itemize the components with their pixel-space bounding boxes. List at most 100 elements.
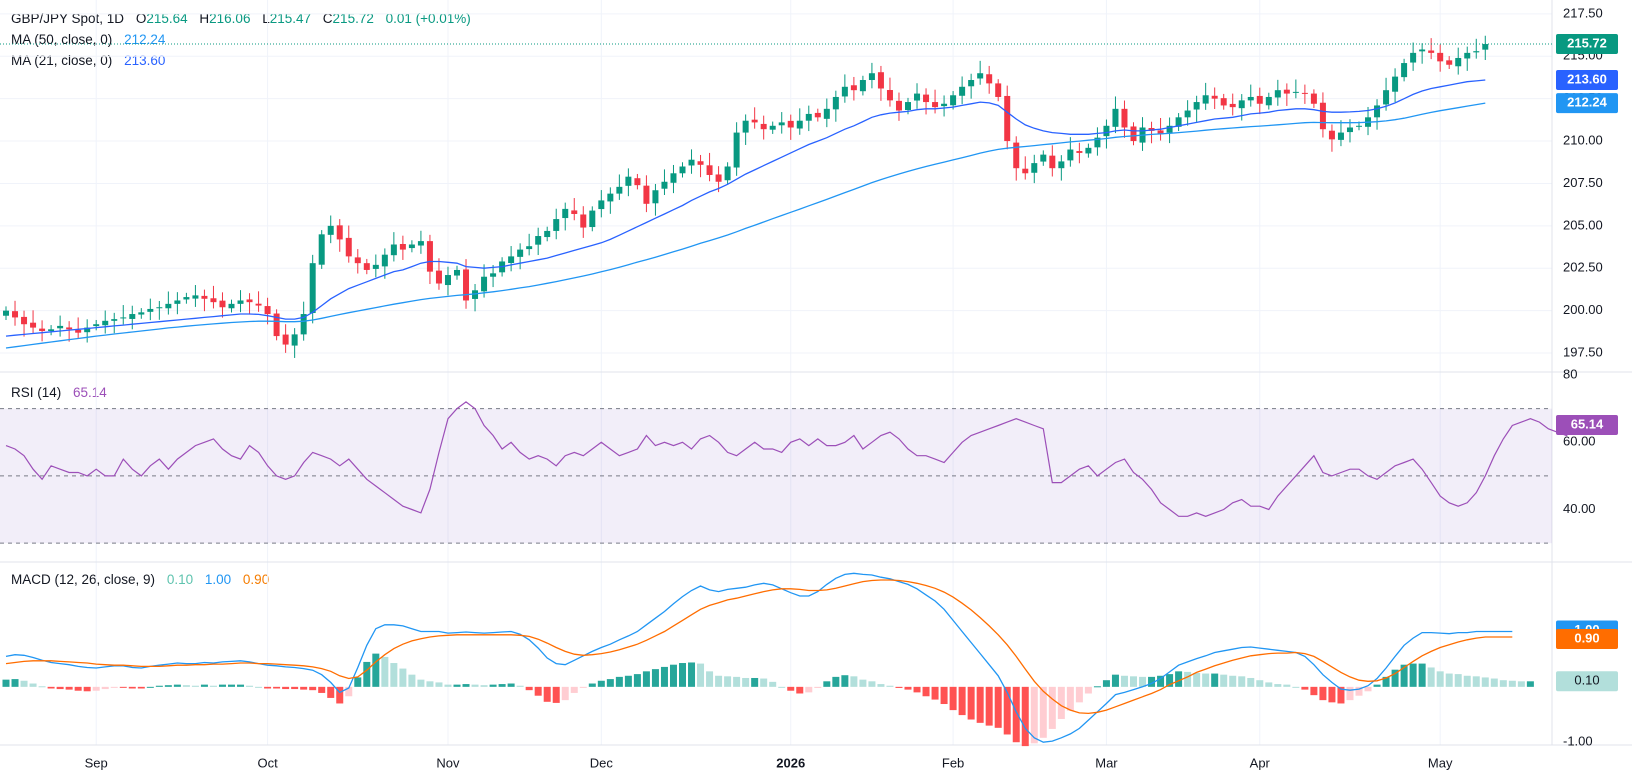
candle-body — [1328, 130, 1335, 140]
candle-body — [1401, 63, 1408, 78]
macd-histogram-bar — [191, 685, 199, 687]
candle-body — [823, 108, 830, 119]
candle-body — [111, 319, 118, 321]
macd-histogram-bar — [1382, 676, 1390, 687]
macd-histogram-bar — [489, 684, 497, 687]
candle-body — [977, 73, 984, 79]
candle-body — [237, 300, 244, 304]
macd-histogram-bar — [1030, 686, 1038, 744]
rsi-tick-label: 80 — [1563, 366, 1577, 381]
macd-histogram-bar — [877, 684, 885, 687]
candle-body — [1337, 132, 1344, 140]
candle-body — [372, 264, 379, 269]
candle-body — [661, 181, 668, 189]
macd-histogram-bar — [119, 686, 127, 688]
rsi-value-tag-label: 65.14 — [1571, 416, 1604, 431]
candle-body — [1374, 105, 1381, 118]
candle-body — [102, 320, 109, 326]
macd-line-value: 1.00 — [204, 572, 232, 587]
ma50-line — [5, 102, 1486, 349]
candle-body — [733, 132, 740, 168]
histogram-value-tag — [1556, 671, 1618, 692]
histogram-value-tag-label: 0.10 — [1574, 673, 1599, 688]
macd-histogram-bar — [435, 682, 443, 687]
current-price-tag — [1556, 34, 1618, 55]
macd-line — [5, 572, 1513, 743]
candle-body — [3, 310, 9, 316]
macd-histogram-bar — [1048, 686, 1056, 729]
price-tick-label: 207.50 — [1563, 175, 1603, 190]
change-value: 0.01 (+0.01%) — [385, 11, 471, 26]
ma21-price-tag — [1556, 70, 1618, 91]
candle-body — [868, 73, 875, 81]
candle-body — [444, 275, 451, 286]
candle-body — [246, 299, 253, 303]
macd-histogram-bar — [1337, 686, 1345, 704]
macd-histogram-bar — [128, 686, 136, 689]
candle-body — [417, 241, 424, 246]
rsi-line — [5, 401, 1585, 517]
macd-histogram-bar — [444, 684, 452, 687]
rsi-tick-label: 40.00 — [1563, 501, 1596, 516]
candle-body — [1292, 91, 1299, 93]
macd-histogram-bar — [1166, 674, 1174, 687]
macd-histogram-bar — [354, 677, 362, 687]
macd-histogram-bar — [561, 686, 569, 701]
candle-body — [156, 307, 163, 309]
macd-histogram-bar — [1211, 673, 1219, 687]
candle-body — [399, 243, 406, 250]
candle-body — [255, 303, 262, 306]
macd-histogram-bar — [516, 685, 524, 687]
candle-body — [454, 269, 460, 276]
macd-histogram-bar — [218, 684, 226, 687]
time-tick-label: Mar — [1095, 755, 1118, 770]
macd-histogram-bar — [173, 684, 181, 687]
candle-body — [318, 234, 325, 265]
candle-body — [381, 254, 388, 267]
macd-histogram-bar — [200, 684, 208, 687]
macd-histogram-bar — [56, 686, 64, 690]
macd-histogram-bar — [1256, 680, 1264, 687]
time-tick-label: Apr — [1250, 755, 1271, 770]
macd-tick-label: -1.00 — [1563, 734, 1593, 749]
candle-body — [769, 125, 776, 130]
high-value: 216.06 — [209, 11, 251, 26]
candle-body — [598, 200, 605, 210]
macd-signal-value: 0.90 — [242, 572, 270, 587]
macd-histogram-bar — [381, 656, 389, 687]
candle-body — [93, 324, 100, 327]
macd-histogram-bar — [1364, 686, 1372, 692]
candle-body — [1049, 155, 1056, 169]
ma50-label: MA (50, close, 0) — [11, 32, 113, 47]
macd-histogram-bar — [1012, 686, 1020, 743]
candle-body — [165, 303, 172, 309]
candle-body — [282, 334, 289, 345]
macd-histogram-bar — [679, 663, 686, 687]
macd-histogram-bar — [101, 686, 109, 690]
macd-histogram-bar — [1328, 686, 1336, 703]
candle-body — [670, 173, 677, 183]
candle-body — [652, 190, 659, 204]
time-tick-label: May — [1428, 755, 1453, 770]
macd-histogram-bar — [823, 681, 831, 687]
candle-body — [120, 317, 127, 319]
macd-histogram-bar — [552, 686, 560, 703]
candle-body — [1040, 154, 1047, 162]
signal-value-tag-label: 0.90 — [1574, 630, 1599, 645]
macd-histogram-bar — [913, 686, 921, 693]
macd-histogram-bar — [228, 684, 235, 687]
candle-body — [526, 246, 533, 250]
macd-histogram-bar — [597, 680, 605, 687]
macd-histogram-bar — [633, 674, 641, 687]
macd-histogram-bar — [318, 686, 326, 693]
candle-body — [1202, 95, 1209, 104]
macd-histogram-bar — [453, 684, 461, 687]
macd-histogram-bar — [1265, 682, 1273, 687]
time-tick-label: 2026 — [776, 755, 805, 770]
close-label: C — [322, 11, 333, 26]
macd-histogram-bar — [1247, 677, 1255, 687]
candle-body — [183, 297, 190, 300]
candle-body — [959, 86, 966, 96]
candle-body — [1094, 137, 1101, 148]
